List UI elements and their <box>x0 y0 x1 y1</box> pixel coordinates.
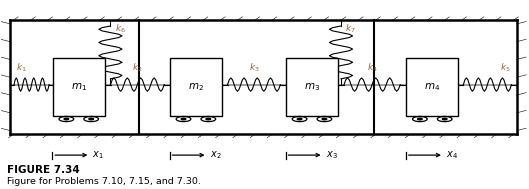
Bar <box>406 58 458 116</box>
Text: $k_5$: $k_5$ <box>500 62 510 74</box>
Text: $x_2$: $x_2$ <box>209 149 221 161</box>
Circle shape <box>297 118 302 120</box>
Circle shape <box>181 118 186 120</box>
Text: $k_6$: $k_6$ <box>115 22 125 35</box>
Text: $k_4$: $k_4$ <box>367 62 378 74</box>
Circle shape <box>322 118 327 120</box>
Circle shape <box>417 118 422 120</box>
Text: $x_3$: $x_3$ <box>326 149 338 161</box>
Circle shape <box>206 118 211 120</box>
Text: $x_1$: $x_1$ <box>93 149 104 161</box>
Text: $m_3$: $m_3$ <box>304 81 320 93</box>
Circle shape <box>89 118 94 120</box>
Text: Figure for Problems 7.10, 7.15, and 7.30.: Figure for Problems 7.10, 7.15, and 7.30… <box>7 177 201 186</box>
Text: $k_3$: $k_3$ <box>249 62 259 74</box>
Bar <box>53 58 105 116</box>
Text: FIGURE 7.34: FIGURE 7.34 <box>7 165 80 175</box>
Text: $m_2$: $m_2$ <box>188 81 204 93</box>
Circle shape <box>442 118 447 120</box>
Text: $x_4$: $x_4$ <box>446 149 458 161</box>
Bar <box>170 58 222 116</box>
Text: $m_4$: $m_4$ <box>424 81 441 93</box>
Text: $k_1$: $k_1$ <box>16 62 27 74</box>
Text: $k_2$: $k_2$ <box>132 62 143 74</box>
Bar <box>286 58 338 116</box>
Text: $k_7$: $k_7$ <box>345 22 356 35</box>
Circle shape <box>64 118 69 120</box>
Text: $m_1$: $m_1$ <box>71 81 87 93</box>
